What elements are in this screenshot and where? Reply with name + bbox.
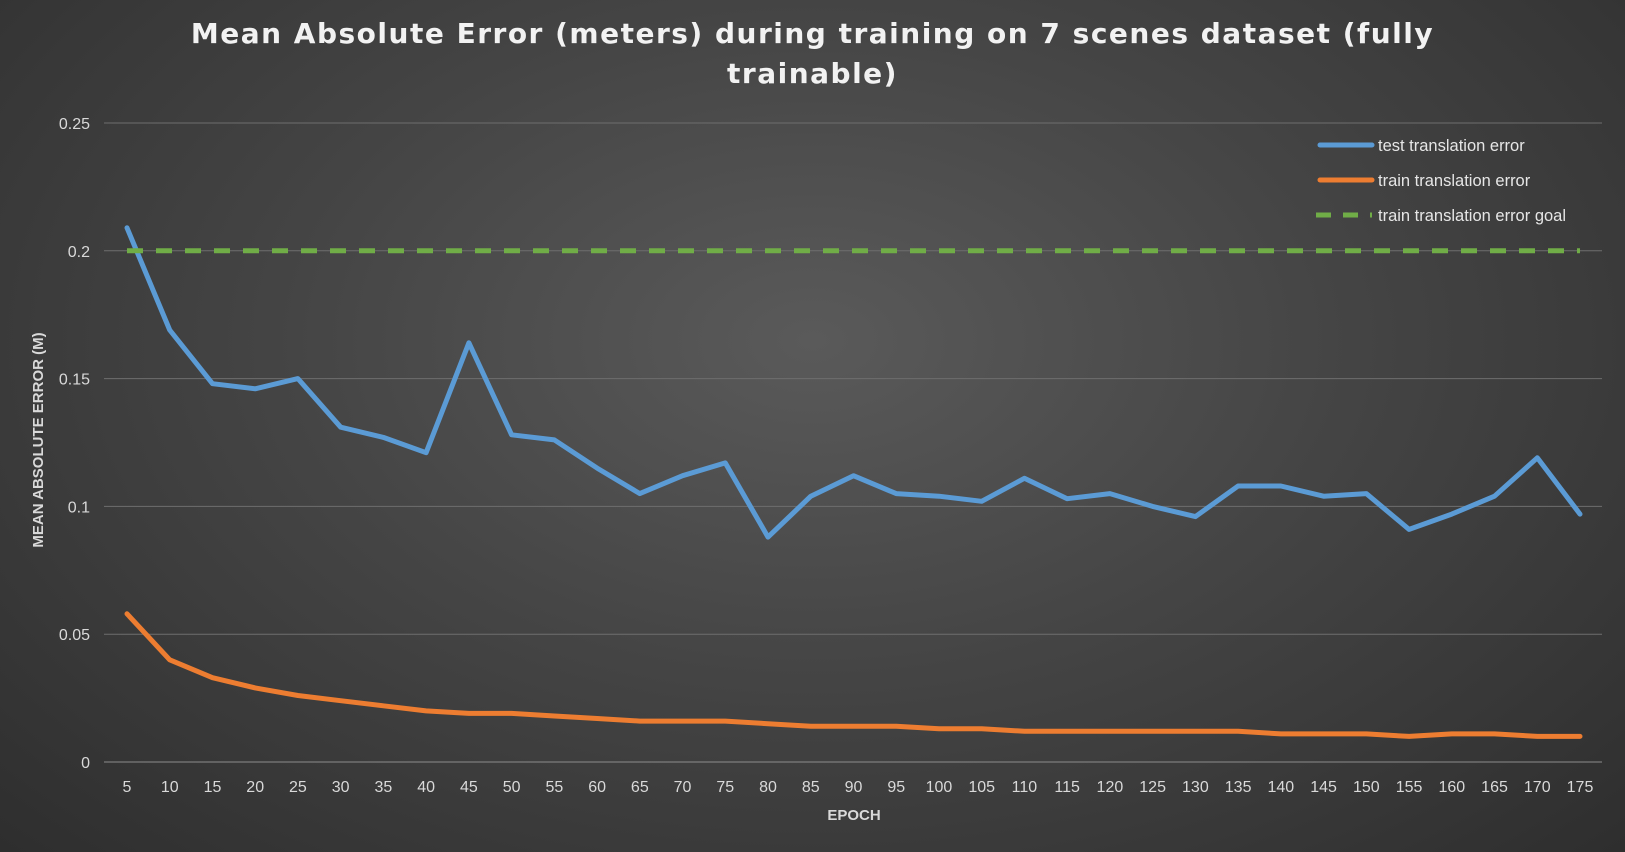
x-axis-title: EPOCH bbox=[827, 807, 880, 824]
x-tick-label: 170 bbox=[1524, 779, 1551, 796]
x-tick-label: 80 bbox=[759, 779, 777, 796]
x-tick-label: 15 bbox=[204, 779, 222, 796]
x-tick-label: 140 bbox=[1268, 779, 1295, 796]
legend-label: train translation error goal bbox=[1378, 207, 1566, 225]
x-tick-label: 165 bbox=[1481, 779, 1508, 796]
x-tick-label: 20 bbox=[246, 779, 264, 796]
x-tick-label: 105 bbox=[968, 779, 995, 796]
y-axis-ticks: 0 0.05 0.1 0.15 0.2 0.25 bbox=[59, 116, 90, 772]
y-tick-label: 0.05 bbox=[59, 627, 90, 644]
y-axis-title: MEAN ABSOLUTE ERROR (M) bbox=[30, 332, 47, 547]
x-tick-label: 90 bbox=[845, 779, 863, 796]
x-tick-label: 175 bbox=[1567, 779, 1594, 796]
x-tick-label: 100 bbox=[926, 779, 953, 796]
chart-title: Mean Absolute Error (meters) during trai… bbox=[190, 17, 1435, 90]
x-tick-label: 125 bbox=[1139, 779, 1166, 796]
y-tick-label: 0.1 bbox=[68, 499, 90, 516]
x-tick-label: 70 bbox=[674, 779, 692, 796]
series-line-test-translation-error bbox=[124, 225, 1583, 540]
x-tick-label: 5 bbox=[123, 779, 132, 796]
legend: test translation error train translation … bbox=[1316, 137, 1566, 225]
x-tick-label: 160 bbox=[1438, 779, 1465, 796]
series-lines bbox=[124, 225, 1583, 739]
x-tick-label: 145 bbox=[1310, 779, 1337, 796]
legend-label: train translation error bbox=[1378, 172, 1531, 190]
x-tick-label: 25 bbox=[289, 779, 307, 796]
x-tick-label: 35 bbox=[375, 779, 393, 796]
x-tick-label: 30 bbox=[332, 779, 350, 796]
x-tick-label: 135 bbox=[1225, 779, 1252, 796]
x-tick-label: 95 bbox=[887, 779, 905, 796]
legend-label: test translation error bbox=[1378, 137, 1525, 155]
y-tick-label: 0.2 bbox=[68, 244, 90, 261]
x-tick-label: 75 bbox=[716, 779, 734, 796]
series-line-train-translation-error bbox=[124, 611, 1583, 739]
x-tick-label: 60 bbox=[588, 779, 606, 796]
x-tick-label: 55 bbox=[545, 779, 563, 796]
x-tick-label: 130 bbox=[1182, 779, 1209, 796]
x-tick-label: 110 bbox=[1012, 779, 1038, 796]
x-tick-label: 40 bbox=[417, 779, 435, 796]
y-tick-label: 0.25 bbox=[59, 116, 90, 133]
x-axis-ticks: 5 10 15 20 25 30 35 40 45 50 55 60 65 70 75 80 85 90 95 100… bbox=[123, 779, 1594, 796]
x-tick-label: 10 bbox=[161, 779, 179, 796]
x-tick-label: 155 bbox=[1396, 779, 1423, 796]
x-tick-label: 115 bbox=[1054, 779, 1080, 796]
x-tick-label: 150 bbox=[1353, 779, 1380, 796]
gridlines bbox=[104, 122, 1602, 763]
x-tick-label: 65 bbox=[631, 779, 649, 796]
y-tick-label: 0.15 bbox=[59, 372, 90, 389]
y-tick-label: 0 bbox=[81, 755, 90, 772]
x-tick-label: 50 bbox=[503, 779, 521, 796]
x-tick-label: 45 bbox=[460, 779, 478, 796]
x-tick-label: 85 bbox=[802, 779, 820, 796]
x-tick-label: 120 bbox=[1097, 779, 1124, 796]
